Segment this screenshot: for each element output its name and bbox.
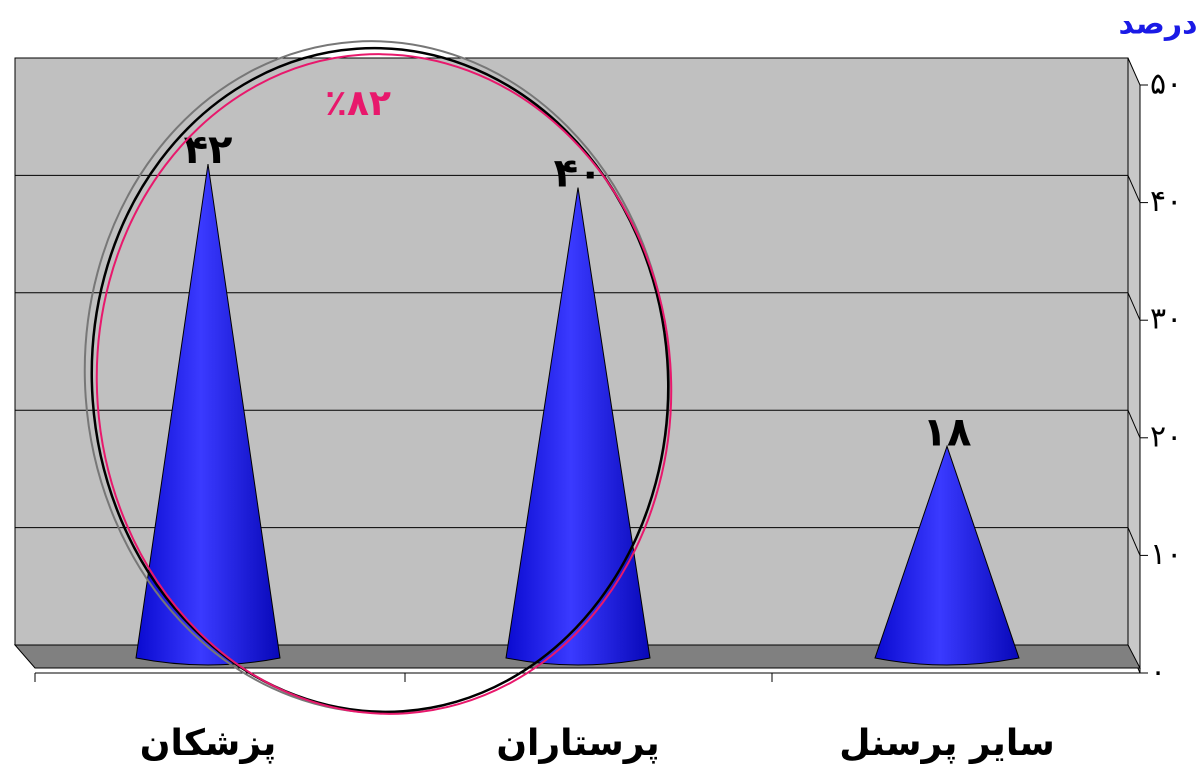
x-tick-label: پزشکان <box>140 723 277 764</box>
cone <box>874 444 1020 666</box>
y-tick-label: ۵۰ <box>1150 67 1182 102</box>
annotation: ٪۸۲ <box>325 83 391 124</box>
grid-line <box>1127 527 1141 556</box>
y-tick-label: ۰ <box>1150 655 1166 690</box>
y-tick-label: ۲۰ <box>1150 419 1182 454</box>
grid-line <box>1127 292 1141 321</box>
value-label: ۱۸ <box>923 409 972 455</box>
side-wall <box>1127 57 1141 674</box>
grid-line <box>1127 410 1141 438</box>
y-axis-label: درصد <box>1119 7 1196 42</box>
x-tick-label: پرستاران <box>496 723 659 764</box>
highlight-ring <box>90 46 670 714</box>
x-tick-label: سایر پرسنل <box>839 723 1055 764</box>
y-tick-label: ۳۰ <box>1150 302 1182 337</box>
cone <box>505 187 651 666</box>
y-tick-label: ۴۰ <box>1150 184 1182 219</box>
highlight-ring <box>95 53 673 715</box>
grid-line <box>1127 175 1141 203</box>
value-label: ۴۲ <box>184 127 233 173</box>
cone <box>135 164 281 666</box>
y-tick-label: ۱۰ <box>1150 537 1182 572</box>
